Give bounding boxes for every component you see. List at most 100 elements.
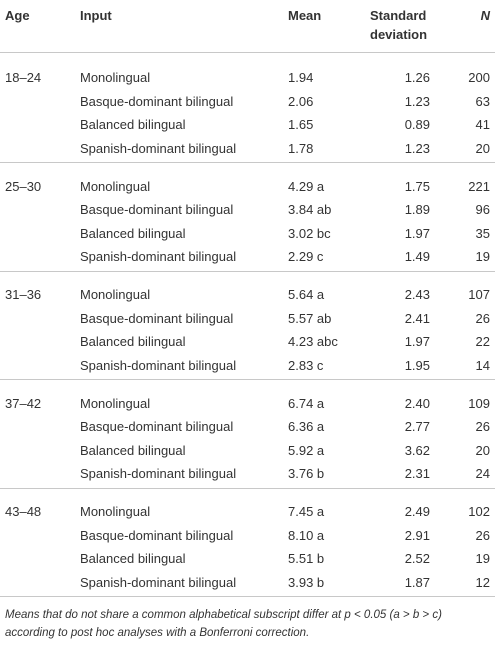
table-cell: 109 bbox=[468, 395, 490, 411]
table-cell: 6.74 a bbox=[288, 395, 325, 411]
group-rule bbox=[0, 379, 495, 380]
table-cell: 5.51 b bbox=[288, 551, 325, 566]
age-cell: 31–36 bbox=[5, 287, 42, 302]
table-cell: Monolingual bbox=[80, 395, 151, 411]
table-cell: 1.75 bbox=[404, 178, 430, 194]
table-cell: 2.43 bbox=[404, 287, 430, 302]
table-row: Balanced bilingual 5.51 b 2.52 19 bbox=[0, 547, 495, 570]
header-cell: Mean bbox=[288, 8, 322, 23]
table-row: Basque-dominant bilingual 2.06 1.23 63 bbox=[0, 90, 495, 113]
table-cell: 63 bbox=[475, 93, 490, 109]
table-cell: 1.97 bbox=[404, 334, 430, 349]
table-cell: 20 bbox=[475, 442, 490, 458]
table-cell: 7.45 a bbox=[288, 504, 325, 519]
table-cell: 26 bbox=[475, 419, 490, 434]
table-row: Balanced bilingual 4.23 abc 1.97 22 bbox=[0, 330, 495, 353]
table-cell: 1.23 bbox=[404, 140, 430, 156]
table-cell: 24 bbox=[475, 466, 490, 481]
header-cell: Input bbox=[80, 8, 112, 23]
table-cell: 35 bbox=[475, 225, 490, 241]
table-cell: 1.49 bbox=[404, 249, 430, 264]
header-cell: N bbox=[480, 8, 490, 23]
table-cell: 20 bbox=[475, 140, 490, 156]
table-cell: Balanced bilingual bbox=[80, 225, 186, 241]
age-cell: 43–48 bbox=[5, 504, 42, 519]
group-rule bbox=[0, 596, 495, 597]
table-cell: 1.95 bbox=[404, 357, 430, 373]
table-cell: 96 bbox=[475, 202, 490, 217]
group-rule bbox=[0, 162, 495, 163]
group-rule bbox=[0, 487, 495, 489]
group-rule bbox=[0, 270, 495, 272]
table-row: Spanish-dominant bilingual 1.78 1.23 20 bbox=[0, 137, 495, 160]
table-cell: 1.97 bbox=[404, 225, 430, 241]
table-cell: 8.10 a bbox=[288, 527, 325, 543]
table-cell: 12 bbox=[475, 574, 490, 590]
table-row: Balanced bilingual 5.92 a 3.62 20 bbox=[0, 439, 495, 462]
table-cell: Balanced bilingual bbox=[80, 551, 186, 566]
table-cell: Balanced bilingual bbox=[80, 334, 186, 349]
table-row: Basque-dominant bilingual 8.10 a 2.91 26 bbox=[0, 524, 495, 547]
table-cell: 2.91 bbox=[404, 527, 430, 543]
table-cell: 221 bbox=[468, 178, 490, 194]
age-cell: 18–24 bbox=[5, 70, 42, 85]
table-cell: 1.87 bbox=[404, 574, 430, 590]
table-row: Basque-dominant bilingual 3.84 ab 1.89 96 bbox=[0, 198, 495, 221]
table-row: Balanced bilingual 1.65 0.89 41 bbox=[0, 113, 495, 136]
table-cell: 1.23 bbox=[404, 93, 430, 109]
table-cell: 1.26 bbox=[404, 70, 430, 85]
table-row: 43–48 Monolingual 7.45 a 2.49 102 bbox=[0, 500, 495, 523]
table-cell: Balanced bilingual bbox=[80, 117, 186, 132]
table-cell: 2.49 bbox=[404, 504, 430, 519]
table-cell: 4.29 a bbox=[288, 178, 325, 194]
table-cell: Monolingual bbox=[80, 70, 151, 85]
table-cell: 2.77 bbox=[404, 419, 430, 434]
table-cell: 4.23 abc bbox=[288, 334, 338, 349]
table-cell: Monolingual bbox=[80, 287, 151, 302]
table-cell: 3.76 b bbox=[288, 466, 325, 481]
table-cell: 3.02 bc bbox=[288, 225, 331, 241]
table-row: 31–36 Monolingual 5.64 a 2.43 107 bbox=[0, 283, 495, 306]
table-cell: Spanish-dominant bilingual bbox=[80, 357, 237, 373]
table-cell: 2.83 c bbox=[288, 357, 324, 373]
table-cell: 2.41 bbox=[404, 310, 430, 326]
header-cell: Standard deviation bbox=[370, 8, 428, 42]
table-cell: 5.64 a bbox=[288, 287, 325, 302]
table-cell: 107 bbox=[468, 287, 490, 302]
table-row: Basque-dominant bilingual 5.57 ab 2.41 26 bbox=[0, 307, 495, 330]
header-cell: Age bbox=[5, 8, 30, 23]
table-cell: Basque-dominant bilingual bbox=[80, 527, 234, 543]
table-cell: 2.06 bbox=[288, 93, 314, 109]
table-cell: 19 bbox=[475, 551, 490, 566]
table-cell: 5.57 ab bbox=[288, 310, 332, 326]
table-cell: 200 bbox=[468, 70, 490, 85]
table-cell: Basque-dominant bilingual bbox=[80, 202, 234, 217]
table-cell: 3.84 ab bbox=[288, 202, 332, 217]
table-cell: 2.52 bbox=[404, 551, 430, 566]
table-cell: 26 bbox=[475, 527, 490, 543]
table-cell: 0.89 bbox=[404, 117, 430, 132]
table-cell: 2.31 bbox=[404, 466, 430, 481]
table-cell: 5.92 a bbox=[288, 442, 325, 458]
table-cell: 2.29 c bbox=[288, 249, 324, 264]
table-row: Spanish-dominant bilingual 2.29 c 1.49 19 bbox=[0, 245, 495, 268]
table-cell: 1.65 bbox=[288, 117, 314, 132]
header-row: Age Input Mean Standard deviation N bbox=[0, 6, 495, 46]
table-cell: 26 bbox=[475, 310, 490, 326]
table-cell: 6.36 a bbox=[288, 419, 325, 434]
table-row: Basque-dominant bilingual 6.36 a 2.77 26 bbox=[0, 415, 495, 438]
table-cell: 1.94 bbox=[288, 70, 314, 85]
table-cell: Monolingual bbox=[80, 504, 151, 519]
table-cell: 22 bbox=[475, 334, 490, 349]
table-row: Balanced bilingual 3.02 bc 1.97 35 bbox=[0, 222, 495, 245]
table-cell: 41 bbox=[475, 117, 490, 132]
table-cell: Spanish-dominant bilingual bbox=[80, 574, 237, 590]
table-cell: 1.89 bbox=[404, 202, 430, 217]
table-row: Spanish-dominant bilingual 2.83 c 1.95 14 bbox=[0, 354, 495, 377]
age-cell: 37–42 bbox=[5, 395, 42, 411]
table-cell: Spanish-dominant bilingual bbox=[80, 249, 237, 264]
table-row: Spanish-dominant bilingual 3.76 b 2.31 24 bbox=[0, 462, 495, 485]
table-cell: Basque-dominant bilingual bbox=[80, 93, 234, 109]
table-cell: Spanish-dominant bilingual bbox=[80, 140, 237, 156]
